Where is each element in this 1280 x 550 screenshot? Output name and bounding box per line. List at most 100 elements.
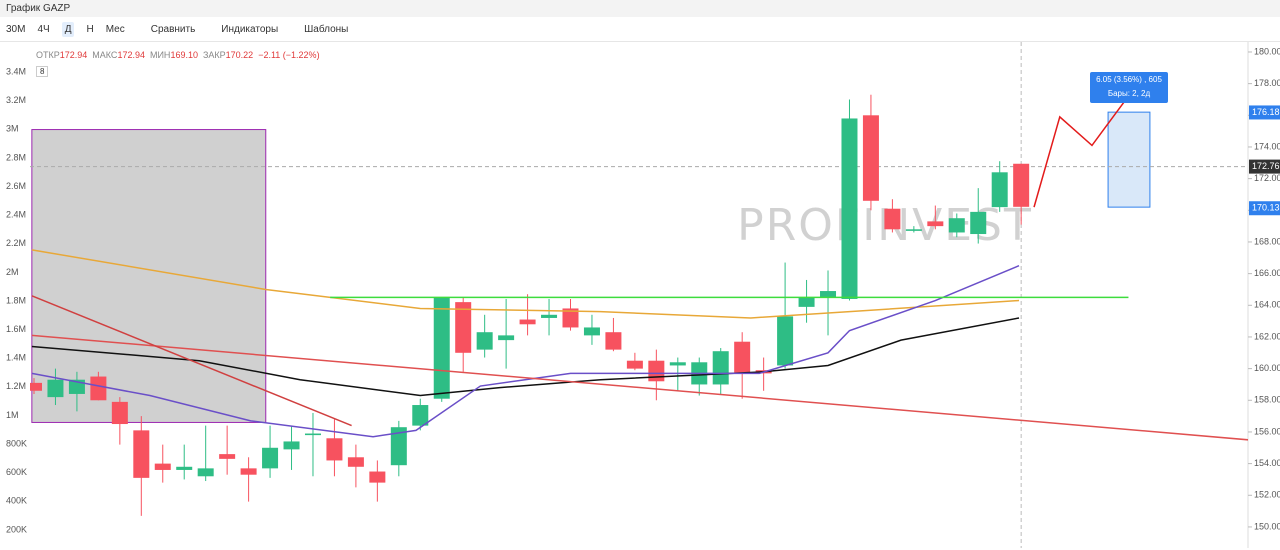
candle-body xyxy=(369,471,386,483)
y2-tick-label: 2.4M xyxy=(6,210,26,220)
candle-body xyxy=(905,229,922,231)
y2-tick-label: 1.8M xyxy=(6,295,26,305)
y2-tick-label: 2.8M xyxy=(6,152,26,162)
candle-body xyxy=(648,360,665,382)
y-tick-label: 180.00 xyxy=(1254,46,1280,56)
interval-button[interactable]: 4Ч xyxy=(37,23,50,35)
overlay-line xyxy=(31,249,1020,319)
toolbar-button[interactable]: Шаблоны xyxy=(304,23,349,35)
candle-body xyxy=(605,332,622,350)
indicator-badge: 8 xyxy=(36,66,49,77)
y2-tick-label: 3M xyxy=(6,124,19,134)
ohlc-value: 170.22 xyxy=(225,50,254,60)
measure-text: Бары: 2, 2д xyxy=(1108,89,1151,98)
price-marker xyxy=(1249,159,1280,174)
candle-body xyxy=(862,115,879,201)
candle-body xyxy=(111,401,128,425)
interval-button[interactable]: Н xyxy=(86,23,94,35)
zone xyxy=(31,129,267,423)
toolbar-button[interactable]: Сравнить xyxy=(150,23,196,35)
y2-tick-label: 2M xyxy=(6,267,19,277)
ohlc-label: МАКС xyxy=(92,50,118,60)
y-tick-label: 158.00 xyxy=(1254,395,1280,405)
overlay-line xyxy=(1033,92,1132,208)
y-tick-label: 174.00 xyxy=(1254,141,1280,151)
candle-body xyxy=(777,316,794,366)
candle-body xyxy=(326,438,343,461)
candle-body xyxy=(133,430,150,478)
axes: 180.00178.00176.00174.00172.00170.00168.… xyxy=(6,46,1280,534)
y2-tick-label: 1.2M xyxy=(6,381,26,391)
candle-body xyxy=(948,218,965,233)
interval-button[interactable]: 30М xyxy=(6,23,26,35)
candle-body xyxy=(991,172,1008,208)
candle-body xyxy=(884,208,901,230)
y-tick-label: 160.00 xyxy=(1254,363,1280,373)
y-tick-label: 162.00 xyxy=(1254,331,1280,341)
y2-tick-label: 3.2M xyxy=(6,95,26,105)
candle-body xyxy=(927,221,944,227)
candle-body xyxy=(519,319,536,325)
interval-button[interactable]: Мес xyxy=(105,23,125,35)
ohlc-value: 169.10 xyxy=(170,50,198,60)
zone xyxy=(1107,111,1151,208)
measure-text: 6.05 (3.56%) , 605 xyxy=(1096,75,1162,84)
candle-body xyxy=(30,382,42,391)
candle-body xyxy=(970,211,987,235)
y2-tick-label: 2.2M xyxy=(6,238,26,248)
candle-body xyxy=(240,468,257,475)
overlay-line xyxy=(31,265,1020,438)
y2-tick-label: 1.4M xyxy=(6,353,26,363)
candle-body xyxy=(541,314,558,318)
y-tick-label: 150.00 xyxy=(1254,521,1280,531)
candle-body xyxy=(669,362,686,366)
change-value: −2.11 (−1.22%) xyxy=(258,50,320,60)
y-tick-label: 168.00 xyxy=(1254,236,1280,246)
candle-body xyxy=(626,360,643,369)
y-tick-label: 154.00 xyxy=(1254,458,1280,468)
toolbar: 30М 4Ч Д Н Мес Сравнить Индикаторы Шаблоны xyxy=(0,17,1280,42)
candle-body xyxy=(734,341,751,374)
y2-tick-label: 800K xyxy=(6,438,27,448)
candle-body xyxy=(498,335,515,341)
y2-tick-label: 200K xyxy=(6,524,27,534)
ohlc-label: ОТКР xyxy=(36,50,60,60)
price-marker-label: 170.13 xyxy=(1252,203,1280,213)
candle-body xyxy=(47,379,64,398)
window-title: График GAZP xyxy=(6,3,71,14)
candle-body xyxy=(798,297,815,307)
y-tick-label: 178.00 xyxy=(1254,78,1280,88)
candle-body xyxy=(562,308,579,328)
candle-body xyxy=(347,457,364,467)
plot: PROFINVEST xyxy=(30,42,1248,548)
candle-body xyxy=(412,405,429,426)
candle-body xyxy=(820,291,837,298)
y2-tick-label: 600K xyxy=(6,467,27,477)
overlay-line xyxy=(31,317,1020,397)
measure-tooltip xyxy=(1090,72,1168,103)
candle-body xyxy=(841,118,858,299)
candle-body xyxy=(283,441,300,450)
y2-tick-label: 1M xyxy=(6,410,19,420)
price-marker-label: 176.18 xyxy=(1252,107,1280,117)
ohlc-header: ОТКР172.94 МАКС172.94 МИН169.10 ЗАКР170.22−… xyxy=(36,50,325,60)
y-tick-label: 156.00 xyxy=(1254,426,1280,436)
interval-button[interactable]: Д xyxy=(61,21,75,37)
ohlc-label: МИН xyxy=(149,50,171,60)
ohlc-value: 172.94 xyxy=(59,50,88,60)
candle-body xyxy=(583,327,600,336)
y2-tick-label: 3.4M xyxy=(6,66,26,76)
candle-body xyxy=(154,463,171,470)
overlay-line xyxy=(31,295,352,427)
candle-body xyxy=(219,454,236,459)
candle-body xyxy=(176,466,193,470)
y2-tick-label: 1.6M xyxy=(6,324,26,334)
overlay-line xyxy=(31,334,1248,441)
price-marker xyxy=(1249,201,1280,216)
toolbar-button[interactable]: Индикаторы xyxy=(221,23,279,35)
y-tick-label: 152.00 xyxy=(1254,490,1280,500)
candle-body xyxy=(262,447,279,469)
candle-body xyxy=(476,332,493,350)
y2-tick-label: 400K xyxy=(6,496,27,506)
